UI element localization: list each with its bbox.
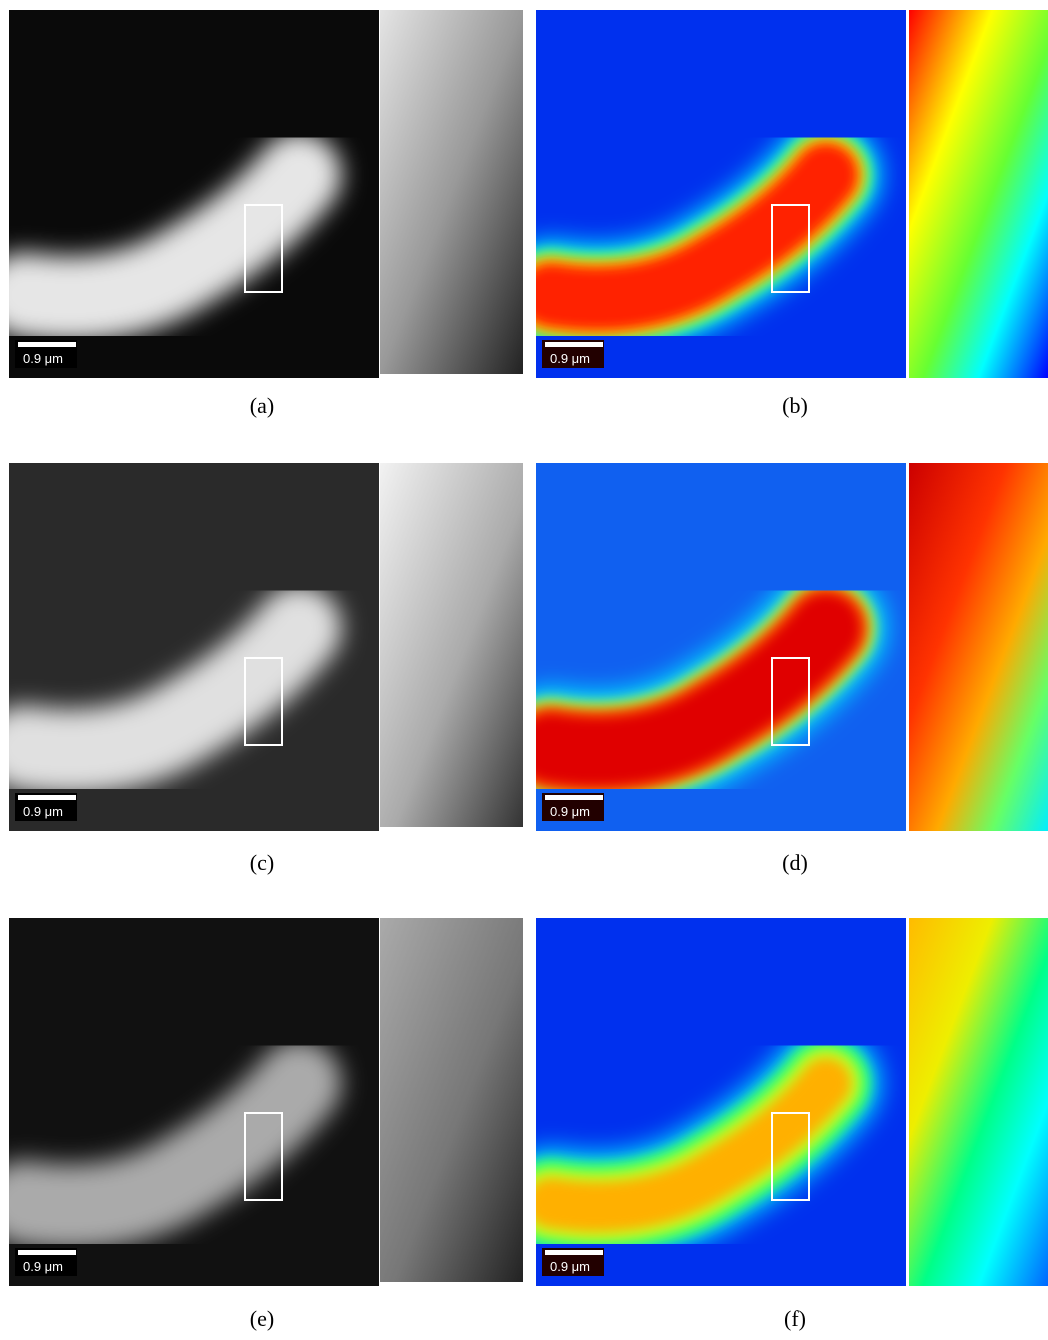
caption: (f) [784,1306,806,1331]
scale-bar [545,795,603,800]
caption: (b) [782,393,808,418]
caption: (a) [250,393,274,418]
panel: 0.9 μm [9,463,379,831]
scale-bar [545,1250,603,1255]
scale-bar [18,342,76,347]
panel: 0.9 μm [536,918,906,1286]
inset [380,10,523,374]
panel: 0.9 μm [536,10,906,378]
image [9,918,379,1286]
inset [380,918,523,1282]
scale-label: 0.9 μm [550,804,590,819]
inset [909,10,1048,378]
scale-bar [18,795,76,800]
scale-bar [18,1250,76,1255]
inset [909,918,1048,1286]
image [536,10,906,378]
scale-label: 0.9 μm [23,1259,63,1274]
figure: 0.9 μm (a) 0.9 μm (b) 0.9 μm (c) 0.9 μm (d) 0.9 … [0,0,1048,1340]
inset [380,463,523,827]
scale-label: 0.9 μm [23,804,63,819]
caption: (e) [250,1306,274,1331]
scale-label: 0.9 μm [550,1259,590,1274]
image [9,10,379,378]
inset [909,463,1048,831]
image [9,463,379,831]
panel: 0.9 μm [9,10,379,378]
caption: (d) [782,850,808,875]
panel: 0.9 μm [9,918,379,1286]
scale-label: 0.9 μm [550,351,590,366]
image [536,463,906,831]
panel: 0.9 μm [536,463,906,831]
scale-label: 0.9 μm [23,351,63,366]
scale-bar [545,342,603,347]
caption: (c) [250,850,274,875]
image [536,918,906,1286]
